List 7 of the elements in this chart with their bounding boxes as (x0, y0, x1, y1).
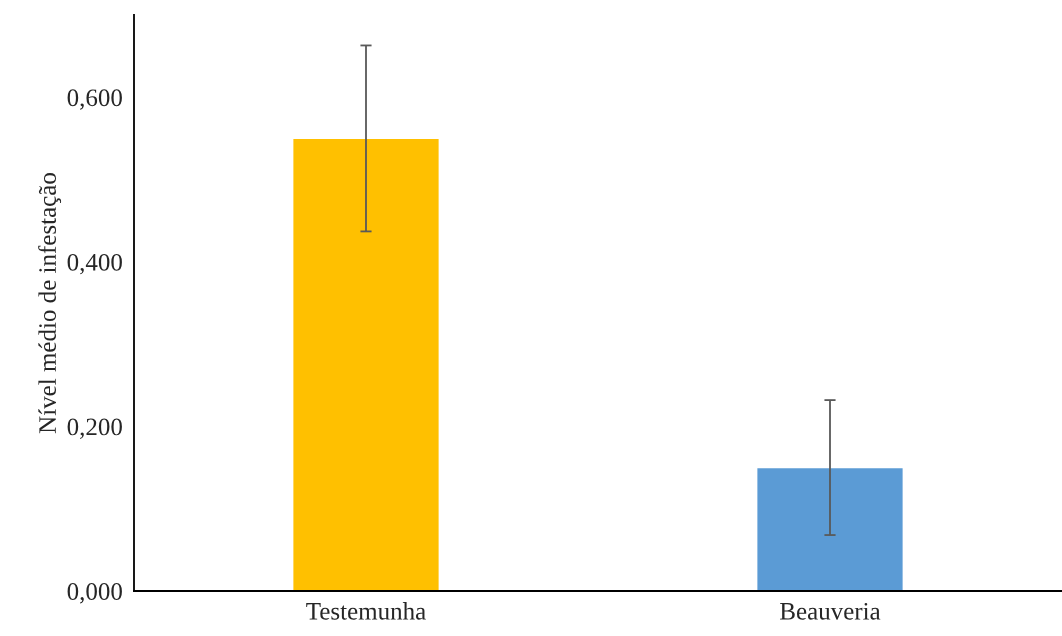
x-tick-label: Testemunha (306, 602, 426, 620)
y-tick-label: 0,000 (67, 583, 122, 604)
x-tick-label: Beauveria (780, 602, 881, 620)
y-tick-label: 0,200 (67, 418, 122, 439)
y-axis-title: Nível médio de infestação (38, 173, 62, 434)
y-tick-label: 0,600 (67, 89, 122, 110)
y-tick-label: 0,400 (67, 253, 122, 275)
